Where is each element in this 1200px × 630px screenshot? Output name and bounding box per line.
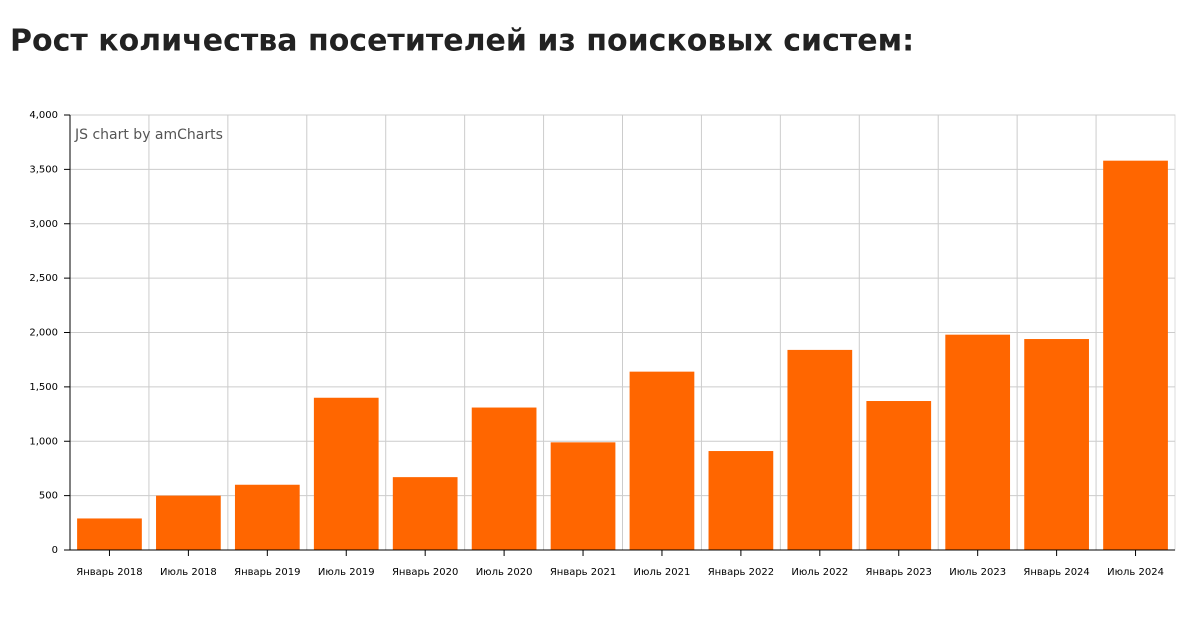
bar bbox=[77, 518, 142, 550]
x-tick-label: Январь 2020 bbox=[392, 567, 458, 578]
bar bbox=[787, 349, 853, 550]
bar bbox=[234, 484, 300, 550]
x-tick-label: Январь 2018 bbox=[76, 567, 142, 578]
x-tick-label: Январь 2022 bbox=[708, 567, 774, 578]
bar bbox=[550, 442, 616, 550]
bar bbox=[156, 495, 221, 550]
bar bbox=[945, 334, 1011, 550]
bar bbox=[392, 477, 458, 550]
bar bbox=[471, 407, 537, 550]
bar bbox=[1024, 339, 1089, 550]
x-tick-label: Июль 2022 bbox=[791, 567, 848, 578]
watermark: JS chart by amCharts bbox=[74, 127, 223, 143]
x-tick-label: Январь 2024 bbox=[1023, 567, 1089, 578]
x-tick-label: Июль 2019 bbox=[318, 567, 375, 578]
y-tick-label: 1,500 bbox=[29, 382, 58, 393]
y-tick-label: 2,000 bbox=[29, 328, 58, 339]
x-tick-label: Июль 2021 bbox=[634, 567, 691, 578]
y-tick-label: 1,000 bbox=[29, 436, 58, 447]
x-tick-label: Июль 2020 bbox=[476, 567, 533, 578]
bar bbox=[313, 397, 379, 550]
x-tick-label: Июль 2023 bbox=[949, 567, 1006, 578]
bar bbox=[708, 451, 774, 550]
x-tick-label: Январь 2021 bbox=[550, 567, 616, 578]
x-tick-label: Июль 2018 bbox=[160, 567, 217, 578]
bar bbox=[629, 371, 695, 550]
chart-title: Рост количества посетителей из поисковых… bbox=[10, 24, 914, 59]
y-tick-label: 3,500 bbox=[29, 164, 58, 175]
y-tick-label: 3,000 bbox=[29, 219, 58, 230]
x-tick-label: Январь 2023 bbox=[866, 567, 932, 578]
x-tick-label: Январь 2019 bbox=[234, 567, 300, 578]
bar bbox=[1103, 160, 1168, 551]
x-tick-label: Июль 2024 bbox=[1107, 567, 1164, 578]
bar bbox=[866, 401, 932, 550]
y-tick-label: 2,500 bbox=[29, 273, 58, 284]
y-tick-label: 0 bbox=[52, 545, 58, 556]
y-tick-label: 500 bbox=[39, 491, 58, 502]
y-tick-label: 4,000 bbox=[29, 110, 58, 121]
